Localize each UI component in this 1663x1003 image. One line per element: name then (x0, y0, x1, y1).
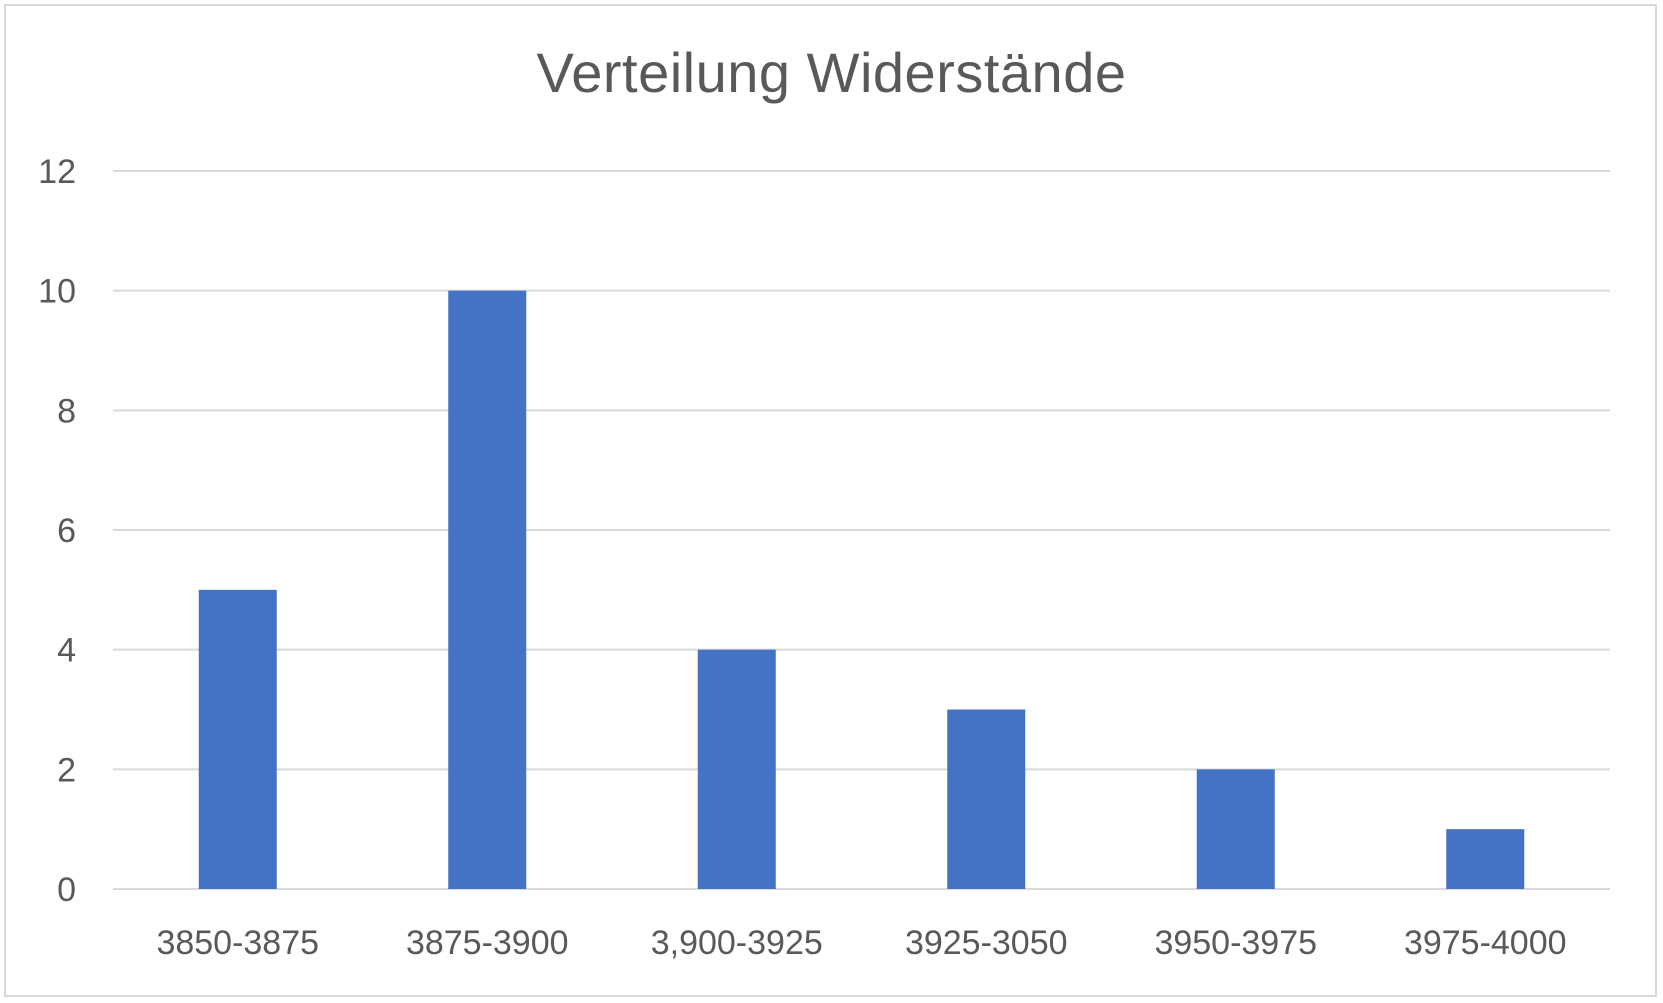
y-tick-label: 2 (57, 751, 76, 789)
bar-2 (448, 290, 527, 890)
x-tick-label: 3,900-3925 (651, 924, 823, 962)
bar-6 (1446, 829, 1525, 889)
x-tick-label: 3950-3975 (1154, 924, 1317, 962)
y-tick-label: 12 (38, 153, 76, 191)
bar-4 (947, 709, 1026, 889)
y-tick-label: 4 (57, 632, 76, 670)
x-tick-label: 3925-3050 (905, 924, 1068, 962)
y-tick-label: 8 (57, 392, 76, 430)
bars (198, 290, 1525, 890)
bar-1 (198, 589, 277, 889)
x-tick-label: 3850-3875 (156, 924, 319, 962)
x-tick-label: 3875-3900 (406, 924, 569, 962)
y-tick-label: 0 (57, 871, 76, 909)
x-tick-label: 3975-4000 (1404, 924, 1567, 962)
gridlines (113, 170, 1610, 890)
chart-title: Verteilung Widerstände (536, 41, 1127, 104)
chart-frame (4, 4, 1657, 997)
y-tick-label: 10 (38, 273, 76, 311)
y-axis-ticks: 0 2 4 6 8 10 12 (38, 153, 76, 909)
x-axis-ticks: 3850-3875 3875-3900 3,900-3925 3925-3050 395… (156, 924, 1566, 962)
bar-5 (1196, 769, 1275, 889)
y-tick-label: 6 (57, 512, 76, 550)
bar-3 (697, 649, 776, 889)
